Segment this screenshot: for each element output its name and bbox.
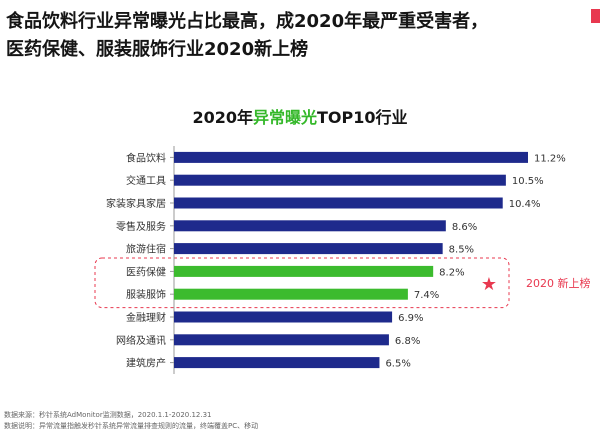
chart-title-prefix: 2020年 [192,108,253,127]
value-label: 7.4% [414,290,439,301]
bar [174,357,380,369]
value-label: 8.6% [452,222,477,233]
value-label: 6.5% [385,359,410,370]
bar [174,174,506,186]
category-label: 旅游住宿 [126,243,166,256]
bar [174,243,443,255]
value-label: 8.5% [449,245,474,256]
headline-line-2: 医药保健、服装服饰行业2020新上榜 [6,39,309,60]
category-label: 食品饮料 [126,151,166,164]
bar [174,151,528,163]
footnote-note: 数据说明：异常流量指触发秒针系统异常流量排查规则的流量，终端覆盖PC、移动 [4,422,259,430]
annotation-label: 2020 新上榜 [526,276,591,290]
value-label: 10.5% [512,176,544,187]
bar [174,334,389,346]
category-label: 交通工具 [126,174,166,187]
brand-logo-icon [591,9,600,23]
value-label: 6.9% [398,313,423,324]
bar [174,288,408,300]
bar [174,220,446,232]
value-label: 8.2% [439,267,464,278]
star-icon: ★ [481,274,497,295]
chart-title-suffix: TOP10行业 [317,108,408,127]
chart-title: 2020年异常曝光TOP10行业 [0,104,600,128]
headline-line-1: 食品饮料行业异常曝光占比最高，成2020年最严重受害者， [6,11,489,32]
value-label: 10.4% [509,199,541,210]
value-label: 6.8% [395,336,420,347]
bar [174,265,434,277]
footnotes: 数据来源：秒针系统AdMonitor监测数据，2020.1.1-2020.12.… [4,410,258,432]
category-label: 医药保健 [126,265,166,278]
footnote-source: 数据来源：秒针系统AdMonitor监测数据，2020.1.1-2020.12.… [4,411,212,419]
category-label: 金融理财 [126,311,166,324]
category-label: 零售及服务 [116,220,166,233]
highlight-box [94,257,510,309]
value-label: 11.2% [534,153,566,164]
bar [174,197,503,209]
category-label: 服装服饰 [126,288,166,301]
category-label: 家装家具家居 [106,197,166,210]
chart-title-highlight: 异常曝光 [253,108,318,127]
category-label: 网络及通讯 [116,334,166,347]
headline: 食品饮料行业异常曝光占比最高，成2020年最严重受害者， 医药保健、服装服饰行业… [6,8,586,64]
bar [174,311,393,323]
category-label: 建筑房产 [126,357,166,370]
